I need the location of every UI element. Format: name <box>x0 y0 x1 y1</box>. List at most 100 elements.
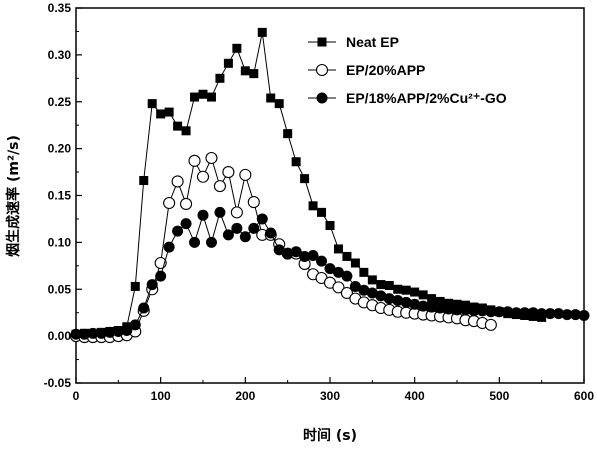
data-point <box>307 250 319 261</box>
data-point <box>317 207 327 217</box>
y-tick-label: 0.05 <box>48 282 72 296</box>
data-point <box>418 290 428 300</box>
data-point <box>300 174 310 184</box>
data-point <box>290 246 302 258</box>
data-point <box>78 328 90 340</box>
legend-label: Neat EP <box>346 34 399 50</box>
data-point <box>188 154 201 167</box>
series-3 <box>70 206 590 340</box>
data-point <box>181 126 191 136</box>
data-point <box>544 308 556 320</box>
data-point <box>325 221 335 230</box>
data-point <box>138 302 150 314</box>
x-tick-label: 0 <box>73 389 80 403</box>
data-point <box>222 166 235 179</box>
data-point <box>443 303 455 315</box>
data-point <box>452 299 462 309</box>
data-point <box>223 58 233 68</box>
data-point <box>222 229 234 241</box>
data-point <box>240 66 250 76</box>
data-point <box>146 279 158 291</box>
data-point <box>527 307 539 319</box>
data-point <box>451 304 463 316</box>
data-point <box>459 304 471 316</box>
data-point <box>172 225 184 237</box>
data-point <box>247 196 260 209</box>
data-point <box>196 170 210 183</box>
data-point <box>427 294 437 304</box>
data-point <box>273 244 285 256</box>
data-point <box>383 293 395 305</box>
x-tick-label: 400 <box>405 389 425 403</box>
data-point <box>232 43 242 53</box>
data-point <box>265 227 277 239</box>
data-point <box>316 255 328 267</box>
data-point <box>291 157 301 167</box>
data-point <box>257 27 267 37</box>
data-point <box>426 301 438 313</box>
x-axis-label: 时间 (s) <box>303 427 357 444</box>
data-point <box>121 325 133 336</box>
data-point <box>189 236 201 248</box>
legend-marker <box>316 92 328 104</box>
data-point <box>476 305 488 317</box>
data-point <box>299 250 311 262</box>
data-point <box>332 266 344 278</box>
data-point <box>366 287 378 299</box>
legend: Neat EP EP/20%APP EP/18%APP/2%Cu²⁺-GO <box>308 34 507 106</box>
data-point <box>230 206 243 219</box>
data-point <box>358 284 370 296</box>
data-point <box>266 93 276 103</box>
y-tick-label: 0.30 <box>48 48 72 62</box>
plot-frame <box>75 7 585 384</box>
data-point <box>332 281 345 294</box>
data-point <box>510 307 522 319</box>
data-point <box>341 270 353 282</box>
data-point <box>198 89 208 99</box>
y-tick-label: 0.00 <box>48 329 72 343</box>
data-point <box>87 327 99 339</box>
data-point <box>112 325 124 337</box>
data-point <box>519 307 531 319</box>
legend-item: EP/20%APP <box>308 62 425 78</box>
data-point <box>206 92 216 102</box>
data-point <box>147 99 157 109</box>
data-point <box>205 236 217 248</box>
data-point <box>409 298 421 310</box>
y-tick-label: 0.35 <box>48 1 72 15</box>
data-point <box>367 275 377 285</box>
legend-item: EP/18%APP/2%Cu²⁺-GO <box>308 90 507 106</box>
y-axis-label: 烟生成速率 (m²/s) <box>5 135 22 257</box>
data-point <box>410 287 420 297</box>
y-tick-label: 0.15 <box>48 189 72 203</box>
data-point <box>349 280 361 292</box>
data-point <box>213 180 226 193</box>
data-point <box>324 263 336 275</box>
data-point <box>342 251 352 261</box>
data-point <box>536 308 548 320</box>
data-point <box>493 306 505 318</box>
data-point <box>248 222 260 234</box>
legend-label: EP/18%APP/2%Cu²⁺-GO <box>346 90 507 106</box>
data-point <box>359 267 369 277</box>
series-layer <box>69 27 590 344</box>
data-point <box>70 328 82 340</box>
data-point <box>417 300 429 312</box>
data-point <box>392 295 404 306</box>
legend-item: Neat EP <box>308 34 399 50</box>
data-point <box>180 218 192 230</box>
data-point <box>401 285 411 295</box>
data-point <box>553 308 565 320</box>
data-point <box>163 241 175 253</box>
data-point <box>155 270 167 282</box>
data-point <box>435 296 445 306</box>
data-point <box>400 296 412 308</box>
data-point <box>129 319 141 331</box>
data-point <box>239 168 252 181</box>
data-point <box>249 69 259 79</box>
data-point <box>256 213 268 225</box>
x-axis: 0 100 200 300 400 500 600 <box>73 377 594 403</box>
y-tick-label: 0.10 <box>48 235 72 249</box>
data-point <box>484 318 497 331</box>
